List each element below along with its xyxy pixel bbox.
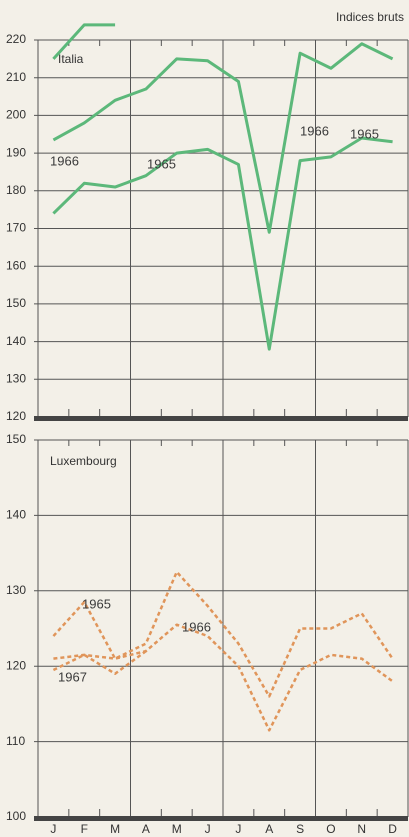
axis-bar xyxy=(34,416,408,421)
x-tick-label: F xyxy=(81,822,88,836)
panel-title: Luxembourg xyxy=(50,454,117,468)
y-tick-label: 150 xyxy=(6,296,26,310)
y-tick-label: 100 xyxy=(6,809,26,823)
y-tick-label: 120 xyxy=(6,658,26,672)
series-annotation: 1965 xyxy=(147,156,176,171)
y-tick-label: 210 xyxy=(6,70,26,84)
y-tick-label: 120 xyxy=(6,409,26,423)
y-tick-label: 190 xyxy=(6,145,26,159)
y-tick-label: 140 xyxy=(6,334,26,348)
x-tick-label: S xyxy=(296,822,304,836)
y-tick-label: 160 xyxy=(6,258,26,272)
series-annotation: 1966 xyxy=(300,123,329,138)
series-annotation: 1967 xyxy=(58,669,87,684)
panel-title: Italia xyxy=(58,52,84,66)
x-tick-label: J xyxy=(235,822,241,836)
series-line xyxy=(52,570,394,698)
y-tick-label: 150 xyxy=(6,432,26,446)
series-line xyxy=(52,42,394,234)
series-line xyxy=(52,23,116,60)
y-tick-label: 140 xyxy=(6,508,26,522)
y-tick-label: 180 xyxy=(6,183,26,197)
x-tick-label: D xyxy=(388,822,397,836)
series-annotation: 1965 xyxy=(82,596,111,611)
series-annotation: 1966 xyxy=(182,619,211,634)
x-tick-label: M xyxy=(172,822,182,836)
y-tick-label: 200 xyxy=(6,108,26,122)
y-tick-label: 170 xyxy=(6,221,26,235)
y-tick-label: 110 xyxy=(6,734,25,748)
y-tick-label: 130 xyxy=(6,583,26,597)
series-annotation: 1966 xyxy=(50,153,79,168)
series-line xyxy=(53,623,394,732)
x-tick-label: M xyxy=(110,822,120,836)
series-line xyxy=(52,650,147,675)
x-tick-label: N xyxy=(357,822,366,836)
axis-bar xyxy=(34,816,408,821)
series-annotation: 1965 xyxy=(350,126,379,141)
x-tick-label: J xyxy=(205,822,211,836)
series-line xyxy=(52,136,393,351)
header: Indices bruts xyxy=(336,10,404,24)
y-tick-label: 220 xyxy=(6,32,26,46)
x-tick-label: A xyxy=(142,822,150,836)
x-tick-label: O xyxy=(326,822,335,836)
y-tick-label: 130 xyxy=(6,371,26,385)
x-tick-label: J xyxy=(50,822,56,836)
x-tick-label: A xyxy=(265,822,273,836)
